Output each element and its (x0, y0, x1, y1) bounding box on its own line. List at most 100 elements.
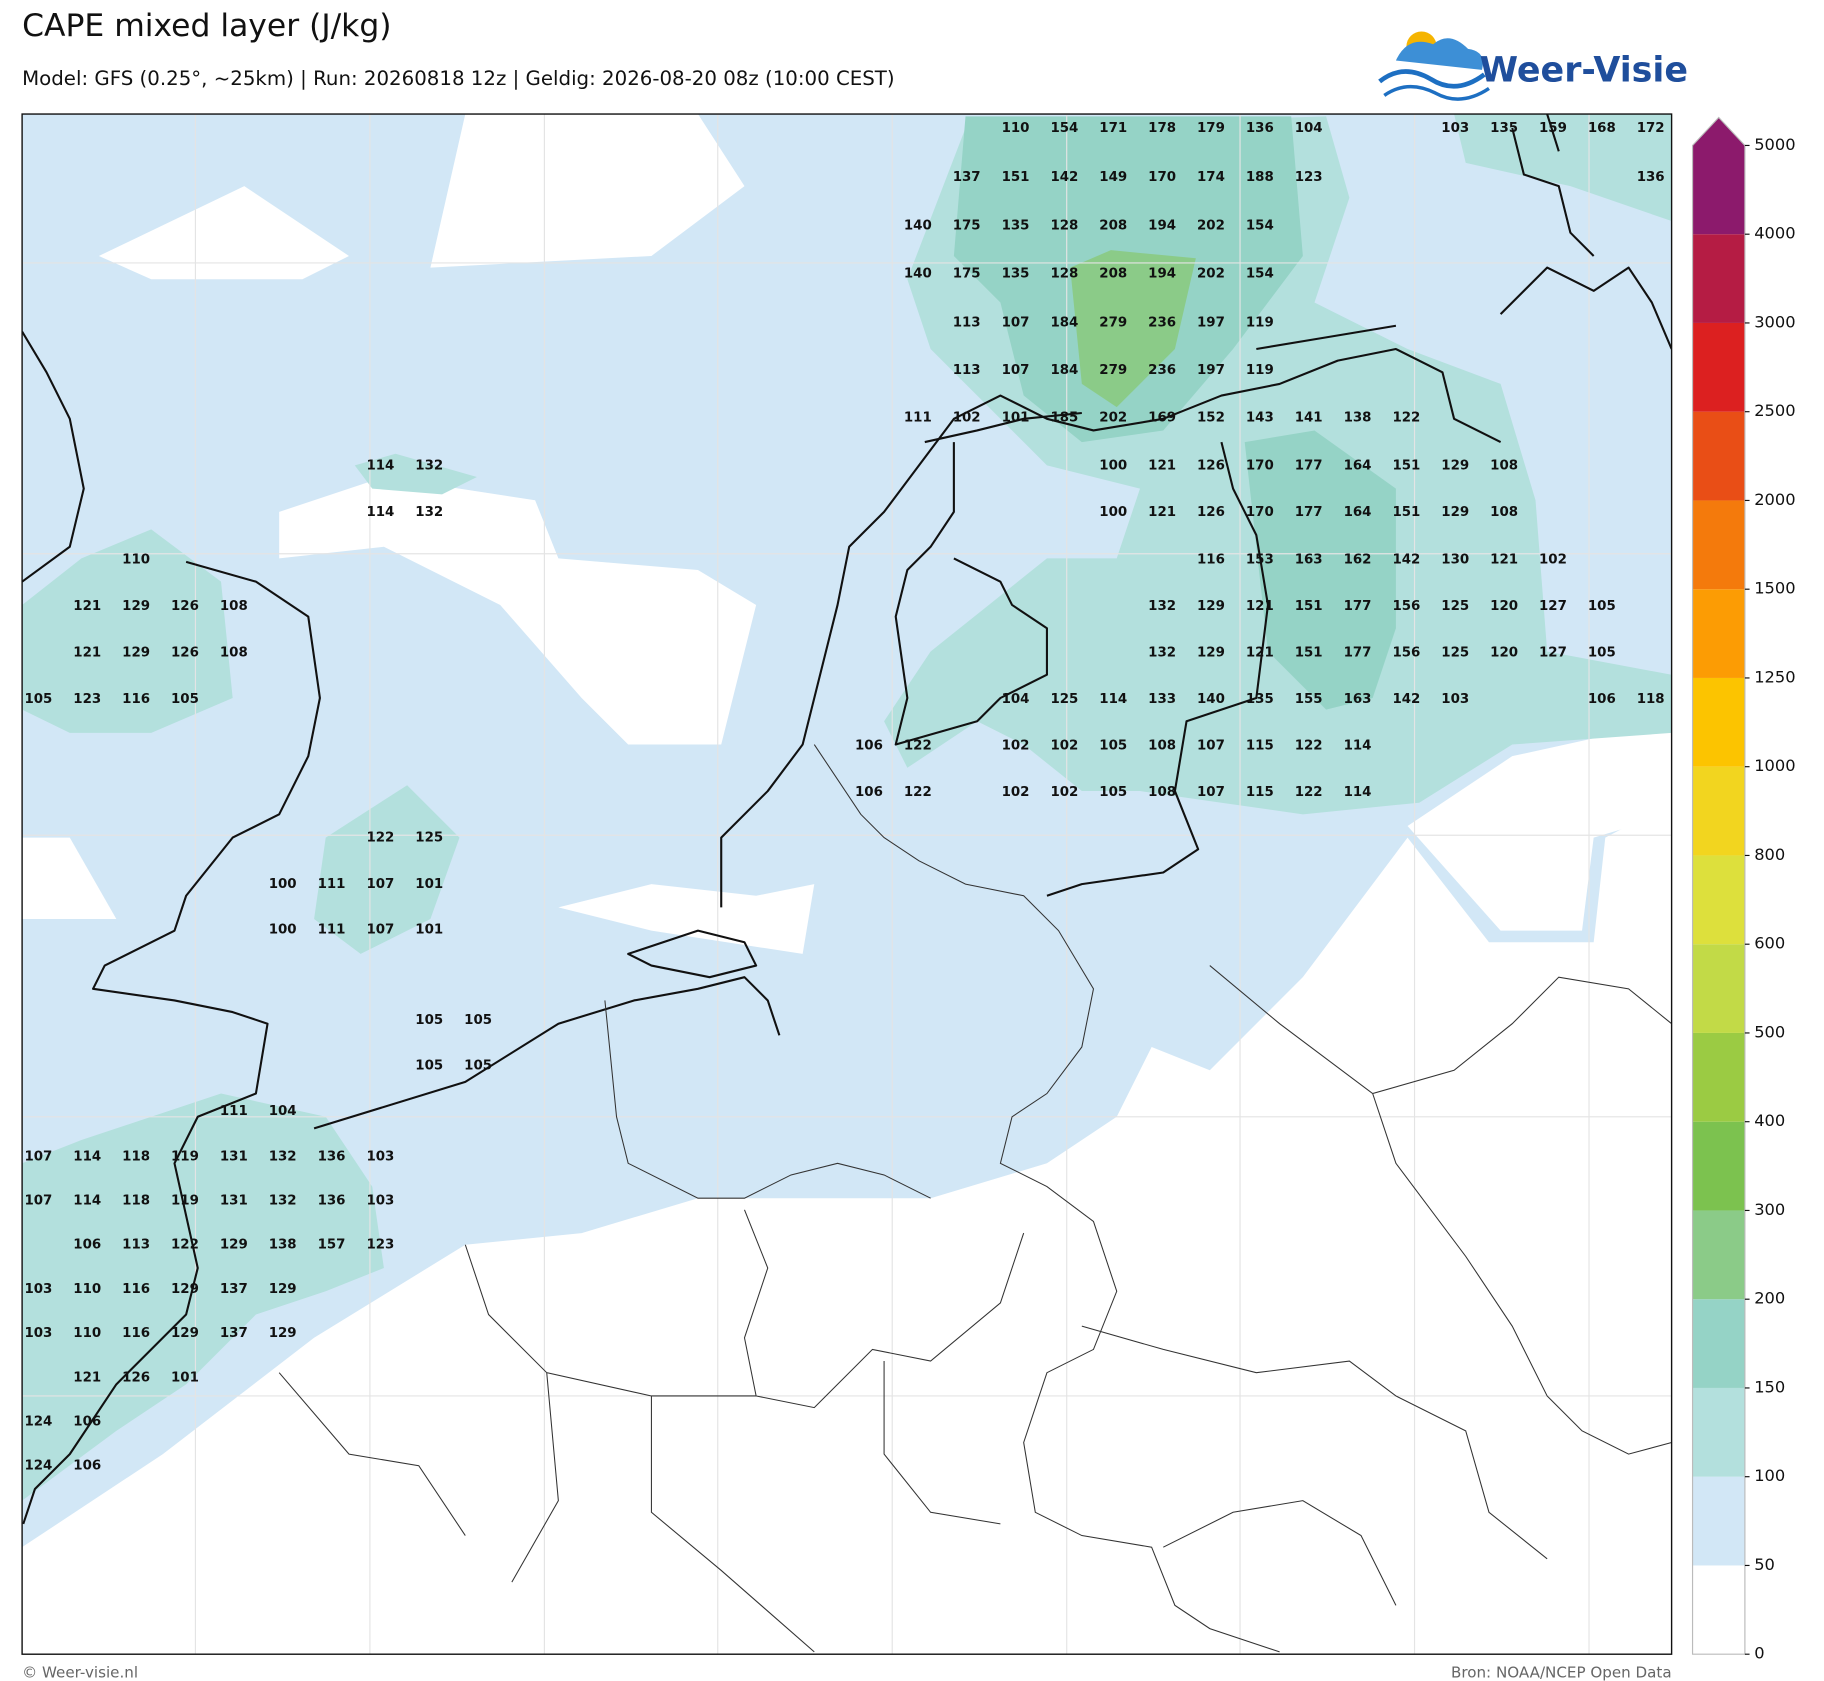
cape-value: 123 (73, 692, 101, 707)
cape-value: 119 (1246, 315, 1274, 330)
cape-value: 177 (1295, 458, 1323, 473)
cape-value: 106 (73, 1459, 101, 1474)
cape-value: 125 (1441, 599, 1469, 614)
cape-value: 108 (220, 646, 248, 661)
colorbar-tick-label: 1250 (1754, 667, 1795, 686)
map-frame (21, 113, 1673, 1655)
cape-value: 126 (1197, 458, 1225, 473)
cape-value: 127 (1539, 599, 1567, 614)
cape-value: 122 (904, 739, 932, 754)
cape-value: 106 (73, 1238, 101, 1253)
cape-value: 102 (1002, 739, 1030, 754)
colorbar: 0 50 100 150 200 300 400 500 600 800 1000 1250 1500 2… (1691, 116, 1796, 1663)
colorbar-tick-label: 500 (1754, 1022, 1785, 1041)
logo: Weer-Visie (1378, 31, 1688, 101)
colorbar-bin (1692, 411, 1745, 501)
cape-value: 149 (1099, 170, 1127, 185)
cape-value: 104 (269, 1104, 297, 1119)
cape-value: 162 (1344, 553, 1372, 568)
cape-value: 111 (318, 922, 346, 937)
colorbar-bin (1692, 1476, 1745, 1566)
cape-value: 116 (122, 1282, 150, 1297)
cape-value: 115 (1246, 785, 1274, 800)
cape-value: 102 (1539, 553, 1567, 568)
cape-value: 185 (1050, 411, 1078, 426)
cape-value: 105 (464, 1013, 492, 1028)
logo-text: Weer-Visie (1480, 50, 1688, 90)
cape-value: 178 (1148, 121, 1176, 136)
cape-value: 138 (269, 1238, 297, 1253)
cape-value: 171 (1099, 121, 1127, 136)
cape-value: 108 (220, 599, 248, 614)
cape-value: 103 (366, 1194, 394, 1209)
cape-value: 129 (269, 1282, 297, 1297)
cape-value: 120 (1490, 599, 1518, 614)
cape-value: 129 (122, 646, 150, 661)
cape-value: 111 (904, 411, 932, 426)
cape-value: 175 (953, 219, 981, 234)
colorbar-tick-label: 150 (1754, 1377, 1785, 1396)
colorbar-tick-label: 800 (1754, 845, 1785, 864)
cape-value: 121 (73, 1370, 101, 1385)
colorbar-outline (1691, 116, 1746, 1655)
cape-value: 107 (24, 1194, 52, 1209)
colorbar-bin (1692, 944, 1745, 1033)
cape-value: 131 (220, 1194, 248, 1209)
cape-value: 106 (855, 785, 883, 800)
cape-value: 106 (855, 739, 883, 754)
cape-value: 123 (1295, 170, 1323, 185)
cape-value: 128 (1050, 219, 1078, 234)
cape-value: 184 (1050, 315, 1078, 330)
cape-value: 105 (1099, 739, 1127, 754)
value-labels: 110 154 171 178 179 136 104 103 135 159 168 172 137 1… (24, 121, 1664, 1474)
cape-value: 125 (1050, 692, 1078, 707)
colorbar-bin (1692, 1387, 1745, 1477)
cape-value: 131 (220, 1149, 248, 1164)
cape-value: 172 (1637, 121, 1665, 136)
cape-value: 135 (1490, 121, 1518, 136)
cape-value: 137 (220, 1282, 248, 1297)
cape-value: 175 (953, 266, 981, 281)
cape-value: 137 (220, 1326, 248, 1341)
cape-value: 114 (1099, 692, 1127, 707)
footer-credit: © Weer-visie.nl (22, 1663, 138, 1681)
cape-value: 115 (1246, 739, 1274, 754)
cape-value: 116 (1197, 553, 1225, 568)
cape-value: 119 (171, 1149, 199, 1164)
cape-value: 103 (24, 1326, 52, 1341)
cape-value: 132 (1148, 646, 1176, 661)
cape-value: 163 (1295, 553, 1323, 568)
cape-value: 142 (1392, 553, 1420, 568)
cape-value: 129 (220, 1238, 248, 1253)
cape-value: 188 (1246, 170, 1274, 185)
cape-value: 157 (318, 1238, 346, 1253)
cape-value: 105 (1588, 646, 1616, 661)
colorbar-tick-label: 2000 (1754, 490, 1795, 509)
cape-value: 114 (366, 458, 394, 473)
cape-value: 107 (24, 1149, 52, 1164)
cape-value: 202 (1197, 266, 1225, 281)
cape-value: 121 (1246, 646, 1274, 661)
title: CAPE mixed layer (J/kg) (22, 8, 391, 44)
cape-value: 154 (1246, 266, 1274, 281)
cape-value: 155 (1295, 692, 1323, 707)
cape-value: 114 (366, 505, 394, 520)
cape-value: 113 (953, 315, 981, 330)
map-area: 110 154 171 178 179 136 104 103 135 159 168 172 137 1… (22, 114, 1672, 1655)
colorbar-bin (1692, 766, 1745, 856)
cape-value: 135 (1002, 219, 1030, 234)
coastlines (22, 114, 1672, 1525)
cape-value: 170 (1148, 170, 1176, 185)
cape-value: 108 (1148, 785, 1176, 800)
cape-value: 110 (73, 1282, 101, 1297)
cape-value: 114 (1344, 739, 1372, 754)
cape-value: 168 (1588, 121, 1616, 136)
colorbar-tick-label: 5000 (1754, 135, 1795, 154)
cape-value: 100 (269, 877, 297, 892)
cape-value: 104 (1295, 121, 1323, 136)
cape-value: 138 (1344, 411, 1372, 426)
cape-value: 101 (415, 922, 443, 937)
cape-value: 121 (1148, 505, 1176, 520)
cape-value: 111 (318, 877, 346, 892)
cape-value: 105 (415, 1013, 443, 1028)
